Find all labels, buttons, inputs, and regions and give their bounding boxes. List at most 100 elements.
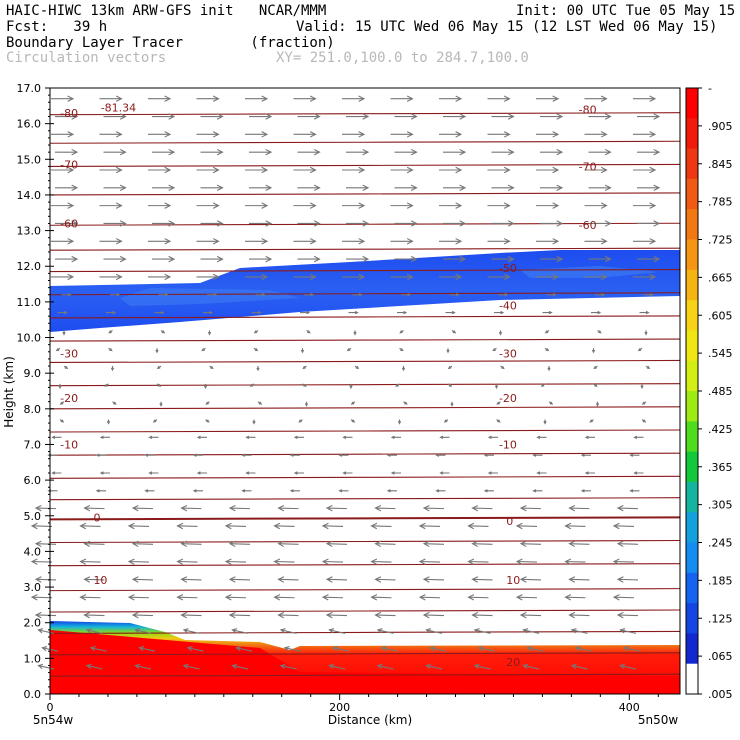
vector-arrow xyxy=(51,435,62,440)
vector-arrow xyxy=(235,646,253,652)
vector-arrow xyxy=(394,113,418,120)
vector-arrow xyxy=(180,576,202,583)
isotherm-line xyxy=(49,673,681,677)
vector-arrow xyxy=(491,148,515,156)
y-tick-label: 8.0 xyxy=(24,403,42,416)
vector-arrow xyxy=(449,293,460,297)
colorbar-segment xyxy=(686,603,698,634)
vector-arrow xyxy=(297,184,321,192)
vector-arrow xyxy=(253,329,259,334)
colorbar-segment xyxy=(686,88,698,119)
vector-arrow xyxy=(99,238,123,245)
vector-arrow xyxy=(591,348,596,354)
vector-arrow xyxy=(342,273,366,281)
y-tick-label: 14.0 xyxy=(17,189,42,202)
vector-arrow xyxy=(277,611,299,619)
vector-arrow xyxy=(332,646,350,652)
x-tick-label: 400 xyxy=(619,701,640,714)
vector-arrow xyxy=(500,365,505,370)
valid-time: Valid: 15 UTC Wed 06 May 15 (12 LST Wed … xyxy=(296,19,718,35)
vector-arrow xyxy=(205,419,210,423)
vector-arrow xyxy=(207,293,218,297)
vector-arrow xyxy=(584,471,595,475)
colorbar-label: .005 xyxy=(708,688,733,701)
vector-arrow xyxy=(85,663,103,670)
vector-arrow xyxy=(103,255,127,263)
vector-arrow xyxy=(148,273,172,281)
vector-arrow xyxy=(536,435,547,440)
vector-arrow xyxy=(540,255,564,263)
vector-arrow xyxy=(390,471,401,475)
vector-arrow xyxy=(196,166,220,174)
vector-arrow xyxy=(148,238,172,245)
vector-arrow xyxy=(99,435,110,440)
vector-arrow xyxy=(293,435,304,440)
y-tick-label: 13.0 xyxy=(17,225,42,238)
vector-arrow xyxy=(110,293,121,297)
vector-arrow xyxy=(224,522,247,530)
vector-arrow xyxy=(192,453,203,457)
vector-arrow xyxy=(55,220,79,227)
vector-arrow xyxy=(616,540,639,548)
vector-arrow xyxy=(55,347,61,352)
vector-arrow xyxy=(61,293,72,297)
vector-arrow xyxy=(536,238,560,245)
vector-arrow xyxy=(209,365,214,370)
vector-arrow xyxy=(439,166,463,174)
vector-arrow xyxy=(154,310,165,315)
vector-arrow xyxy=(289,453,300,457)
vector-arrow xyxy=(439,238,463,245)
vector-arrow xyxy=(447,383,453,387)
vector-arrow xyxy=(30,594,53,601)
vector-arrow xyxy=(55,113,79,120)
vector-arrow xyxy=(584,202,608,209)
isotherm-label: -30 xyxy=(499,348,517,361)
isotherm-label: -10 xyxy=(60,438,78,451)
isotherm-line xyxy=(49,609,681,613)
vector-arrow xyxy=(390,166,414,174)
vector-arrow xyxy=(342,435,353,440)
vector-arrow xyxy=(439,471,450,475)
vector-arrow xyxy=(231,628,249,634)
isotherm-label: -30 xyxy=(60,348,78,361)
vector-arrow xyxy=(196,273,220,281)
vector-arrow xyxy=(584,238,608,245)
vector-arrow xyxy=(540,148,564,156)
vector-arrow xyxy=(397,310,408,315)
vector-arrow xyxy=(342,131,366,138)
x-axis-label: Distance (km) xyxy=(328,713,412,727)
vector-arrow xyxy=(542,310,553,315)
vector-arrow xyxy=(473,628,491,634)
isotherm-line xyxy=(49,563,681,567)
vector-arrow xyxy=(325,504,348,512)
colorbar-label: .725 xyxy=(708,234,733,247)
vector-arrow xyxy=(570,663,588,670)
vector-arrow xyxy=(589,419,594,423)
vector-arrow xyxy=(522,663,540,670)
vector-arrow xyxy=(83,540,105,548)
vector-arrow xyxy=(640,383,644,390)
vector-arrow xyxy=(568,576,590,583)
vector-arrow xyxy=(228,611,251,619)
colorbar-segment xyxy=(686,178,698,210)
vector-arrow xyxy=(536,95,560,102)
isotherm-line xyxy=(49,630,681,634)
vector-arrow xyxy=(352,293,363,297)
vector-arrow xyxy=(401,366,406,372)
colorbar-label: .485 xyxy=(708,385,733,398)
colorbar-segment xyxy=(686,360,698,392)
vector-arrow xyxy=(346,255,370,263)
colorbar-label: - xyxy=(708,82,712,95)
vector-arrow xyxy=(568,611,590,619)
vector-arrow xyxy=(390,202,414,209)
vector-arrow xyxy=(492,347,497,352)
vector-arrow xyxy=(435,453,446,457)
vector-arrow xyxy=(152,220,176,227)
vector-arrow xyxy=(403,401,408,405)
colorbar-segment xyxy=(686,481,698,513)
vector-arrow xyxy=(131,540,154,548)
vector-arrow xyxy=(526,646,544,652)
vector-arrow xyxy=(321,558,344,565)
y-tick-label: 6.0 xyxy=(24,474,42,487)
